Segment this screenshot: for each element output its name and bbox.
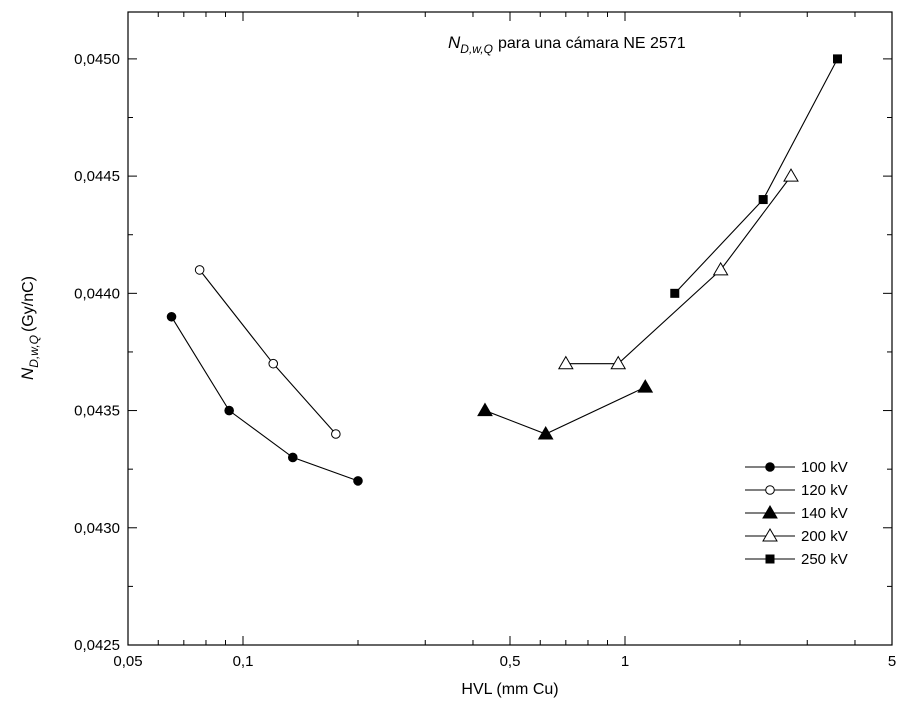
series-120-kv (194, 265, 341, 439)
chart-title-subscript: D,w,Q (460, 42, 493, 56)
data-point (353, 476, 363, 486)
y-tick-label: 0,0445 (74, 168, 120, 185)
x-axis-label: HVL (mm Cu) (461, 681, 558, 698)
chart-title-symbol: N (448, 33, 461, 52)
series-100-kv (166, 311, 363, 486)
legend: 100 kV 120 kV 140 kV 200 kV 250 kV (745, 459, 848, 568)
data-point (331, 429, 341, 439)
series-line (171, 316, 359, 482)
data-point (783, 168, 799, 182)
legend-label: 250 kV (801, 551, 848, 568)
legend-marker (765, 485, 775, 495)
y-axis-ticks: 0,0425 0,0430 0,0435 0,0440 0,0445 0,0450 (74, 51, 892, 654)
x-tick-label: 1 (621, 653, 629, 670)
y-tick-label: 0,0440 (74, 285, 120, 302)
x-tick-label: 0,1 (233, 653, 254, 670)
y-axis-label: ND,w,Q (Gy/nC) (18, 276, 41, 380)
chart-title-text: para una cámara NE 2571 (498, 35, 686, 52)
x-axis-ticks: 0,05 0,1 0,5 1 5 (113, 12, 896, 670)
series-line (674, 58, 838, 294)
y-axis-label-subscript: D,w,Q (27, 335, 41, 368)
data-point (637, 379, 654, 393)
data-point (833, 54, 843, 64)
y-tick-label: 0,0450 (74, 51, 120, 68)
y-tick-label: 0,0435 (74, 403, 120, 420)
data-point (287, 452, 298, 463)
legend-marker (762, 528, 778, 542)
series-line (484, 386, 646, 435)
data-point (758, 195, 768, 205)
series-line (199, 269, 337, 435)
y-axis-label-unit: (Gy/nC) (20, 276, 37, 332)
legend-label: 120 kV (801, 482, 848, 499)
series-250-kv (670, 54, 843, 298)
x-tick-label: 5 (888, 653, 896, 670)
x-tick-label: 0,5 (500, 653, 521, 670)
data-point (224, 405, 234, 416)
series-140-kv (477, 379, 654, 440)
series-line (565, 175, 792, 365)
data-point (537, 426, 554, 440)
legend-label: 200 kV (801, 528, 848, 545)
data-point (610, 355, 627, 370)
y-tick-label: 0,0425 (74, 637, 120, 654)
y-tick-label: 0,0430 (74, 520, 120, 537)
legend-marker (765, 462, 775, 472)
legend-label: 140 kV (801, 505, 848, 522)
data-point (557, 355, 574, 370)
legend-marker (762, 505, 778, 519)
y-axis-label-symbol: N (18, 367, 37, 380)
data-point (712, 261, 729, 276)
data-point (477, 402, 493, 417)
data-point (166, 311, 177, 322)
x-tick-label: 0,05 (113, 653, 142, 670)
series-200-kv (557, 168, 799, 370)
data-point (268, 358, 279, 369)
plot-frame (127, 11, 893, 646)
legend-marker (765, 554, 775, 564)
data-point (670, 288, 680, 298)
legend-label: 100 kV (801, 459, 848, 476)
chart-title: ND,w,Q para una cámara NE 2571 (448, 33, 686, 56)
data-point (194, 265, 205, 275)
series-layer (166, 54, 843, 486)
